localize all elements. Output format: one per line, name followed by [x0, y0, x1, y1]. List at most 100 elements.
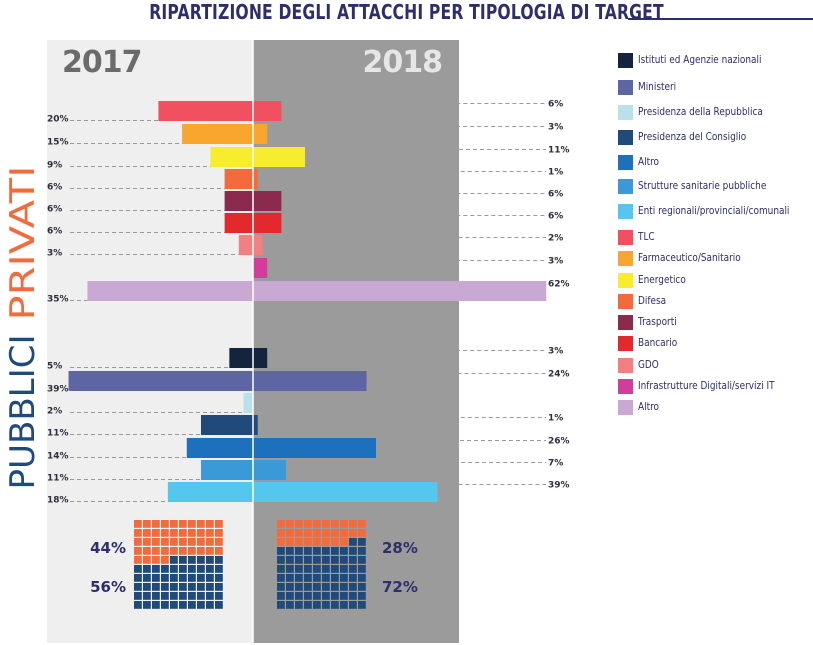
private-bar-2017-8: [87, 281, 253, 301]
public-bar-2017-5: [200, 460, 253, 480]
public-label-2018-5: 7%: [548, 459, 563, 469]
waffle-2018-cell: [322, 538, 330, 546]
waffle-2017-cell: [143, 574, 151, 582]
waffle-2018-cell: [313, 529, 321, 537]
waffle-2018-cell: [304, 556, 312, 564]
waffle-2018-cell: [349, 592, 357, 600]
waffle-2018-cell: [286, 565, 294, 573]
waffle-2018-cell: [331, 520, 339, 528]
legend-item: Infrastrutture Digitali/servizi IT: [618, 378, 799, 394]
waffle-2017-cell: [179, 565, 187, 573]
waffle-2018-cell: [295, 520, 303, 528]
legend-swatch: [618, 399, 633, 415]
public-label-2017-3: 11%: [47, 429, 69, 439]
waffle-2017-cell: [143, 529, 151, 537]
waffle-2018-cell: [313, 583, 321, 591]
waffle-2018-cell: [349, 538, 357, 546]
waffle-2017-cell: [215, 520, 223, 528]
waffle-2018-cell: [277, 556, 285, 564]
waffle-2017-cell: [170, 538, 178, 546]
waffle-2018-cell: [331, 529, 339, 537]
legend-swatch: [618, 79, 633, 95]
waffle-2018-cell: [322, 529, 330, 537]
private-label-2018-5: 6%: [548, 212, 563, 222]
waffle-2017-cell: [134, 601, 142, 609]
waffle-2017-cell: [215, 547, 223, 555]
waffle-2018-cell: [340, 556, 348, 564]
waffle-2018-cell: [295, 601, 303, 609]
waffle-2018-cell: [322, 556, 330, 564]
waffle-2017-cell: [170, 583, 178, 591]
waffle-2017-cell: [179, 592, 187, 600]
waffle-2018-cell: [358, 520, 366, 528]
waffle-2018-cell: [295, 547, 303, 555]
waffle-2018-cell: [358, 556, 366, 564]
waffle-2018-cell: [322, 601, 330, 609]
private-label-2018-3: 1%: [548, 168, 563, 178]
waffle-2018-cell: [322, 583, 330, 591]
public-bar-2018-4: [253, 438, 376, 458]
legend-label: TLC: [638, 231, 655, 243]
private-bar-2018-8: [253, 281, 547, 301]
legend-label: Difesa: [638, 295, 667, 307]
private-bar-2018-0: [253, 101, 282, 121]
share-private-2017: 44%: [90, 539, 126, 557]
waffle-2017-cell: [206, 592, 214, 600]
legend-label: Presidenza del Consiglio: [638, 131, 747, 143]
waffle-2018-cell: [358, 529, 366, 537]
waffle-2017-cell: [197, 529, 205, 537]
waffle-2018-cell: [286, 592, 294, 600]
legend-item: TLC: [618, 229, 658, 245]
waffle-2018-cell: [295, 565, 303, 573]
legend-swatch: [618, 293, 633, 309]
waffle-2017-cell: [152, 601, 160, 609]
waffle-2018-cell: [358, 583, 366, 591]
legend-item: Altro: [618, 154, 663, 170]
public-bar-2017-2: [243, 393, 253, 413]
private-label-2017-8: 35%: [47, 295, 69, 305]
waffle-2018-cell: [358, 547, 366, 555]
legend-label: Ministeri: [638, 81, 677, 93]
public-label-2018-4: 26%: [548, 437, 570, 447]
waffle-2017-cell: [143, 583, 151, 591]
waffle-2017-cell: [215, 565, 223, 573]
waffle-2018-cell: [349, 529, 357, 537]
public-bar-2018-3: [253, 415, 258, 435]
waffle-2017-cell: [152, 574, 160, 582]
waffle-2018-cell: [313, 547, 321, 555]
waffle-2017-cell: [170, 556, 178, 564]
waffle-2017-cell: [152, 538, 160, 546]
waffle-2017-cell: [161, 547, 169, 555]
waffle-2018-cell: [286, 538, 294, 546]
waffle-2017-cell: [197, 592, 205, 600]
public-label-2018-3: 1%: [548, 414, 563, 424]
waffle-2017-cell: [197, 601, 205, 609]
waffle-2017-cell: [188, 601, 196, 609]
legend-swatch: [618, 203, 633, 219]
public-bar-2018-6: [253, 482, 438, 502]
waffle-2017-cell: [152, 583, 160, 591]
waffle-2018-cell: [286, 583, 294, 591]
legend-item: Trasporti: [618, 314, 684, 330]
public-bar-2017-3: [200, 415, 253, 435]
waffle-2017-cell: [170, 565, 178, 573]
waffle-2018-cell: [277, 565, 285, 573]
legend-label: Trasporti: [638, 316, 677, 328]
waffle-2018-cell: [277, 529, 285, 537]
waffle-2017-cell: [152, 592, 160, 600]
private-label-2018-8: 62%: [548, 280, 570, 290]
waffle-2018-cell: [340, 601, 348, 609]
waffle-2017-cell: [134, 547, 142, 555]
waffle-2017-cell: [188, 529, 196, 537]
waffle-2017-cell: [179, 529, 187, 537]
waffle-2018-cell: [358, 601, 366, 609]
legend-swatch: [618, 229, 633, 245]
waffle-2018-cell: [331, 565, 339, 573]
waffle-2017-cell: [161, 529, 169, 537]
private-label-2017-1: 15%: [47, 138, 69, 148]
private-label-2017-5: 6%: [47, 227, 62, 237]
waffle-2017-cell: [134, 520, 142, 528]
legend-item: Ministeri: [618, 79, 683, 95]
waffle-2017-cell: [152, 565, 160, 573]
